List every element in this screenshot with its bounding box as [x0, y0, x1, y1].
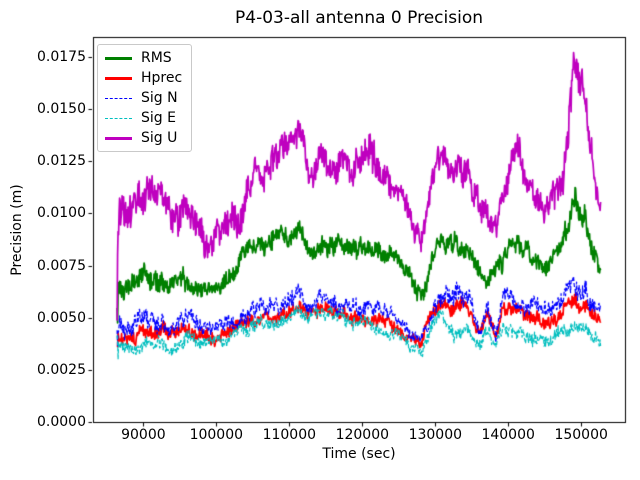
y-tick-label: 0.0125 — [37, 153, 86, 170]
legend-item: Hprec — [105, 70, 184, 87]
legend-line-swatch — [105, 97, 132, 99]
legend-item: RMS — [105, 50, 184, 67]
y-tick-label: 0.0075 — [37, 257, 86, 274]
legend-line-swatch — [105, 56, 132, 60]
y-axis-label: Precision (m) — [9, 184, 25, 276]
x-tick-label: 110000 — [262, 427, 317, 443]
x-tick-label: 100000 — [189, 427, 244, 443]
legend-item-label: Sig N — [141, 89, 178, 106]
legend-item: Sig U — [105, 130, 184, 147]
x-tick-label: 120000 — [335, 427, 390, 443]
legend: RMS Hprec Sig N Sig E Sig U — [97, 44, 192, 152]
legend-item-label: Hprec — [141, 69, 183, 86]
legend-item-label: Sig U — [141, 129, 178, 146]
x-tick-label: 130000 — [408, 427, 463, 443]
legend-item-label: RMS — [141, 49, 172, 66]
legend-line-swatch — [105, 136, 132, 140]
y-tick-label: 0.0025 — [37, 361, 86, 378]
legend-item: Sig N — [105, 90, 184, 107]
legend-line-swatch — [105, 76, 132, 80]
legend-item-label: Sig E — [141, 109, 176, 126]
legend-item: Sig E — [105, 110, 184, 127]
y-tick-label: 0.0000 — [37, 414, 86, 430]
legend-line-swatch — [105, 117, 132, 119]
x-tick-label: 150000 — [554, 427, 608, 443]
y-tick-label: 0.0150 — [37, 101, 86, 118]
chart-title: P4-03-all antenna 0 Precision — [235, 8, 483, 28]
y-tick-label: 0.0175 — [37, 49, 86, 65]
x-axis-label: Time (sec) — [322, 446, 396, 462]
y-tick-label: 0.0100 — [37, 205, 86, 222]
y-tick-label: 0.0050 — [37, 309, 86, 326]
x-tick-label: 140000 — [481, 427, 535, 443]
x-tick-label: 90000 — [121, 427, 166, 443]
